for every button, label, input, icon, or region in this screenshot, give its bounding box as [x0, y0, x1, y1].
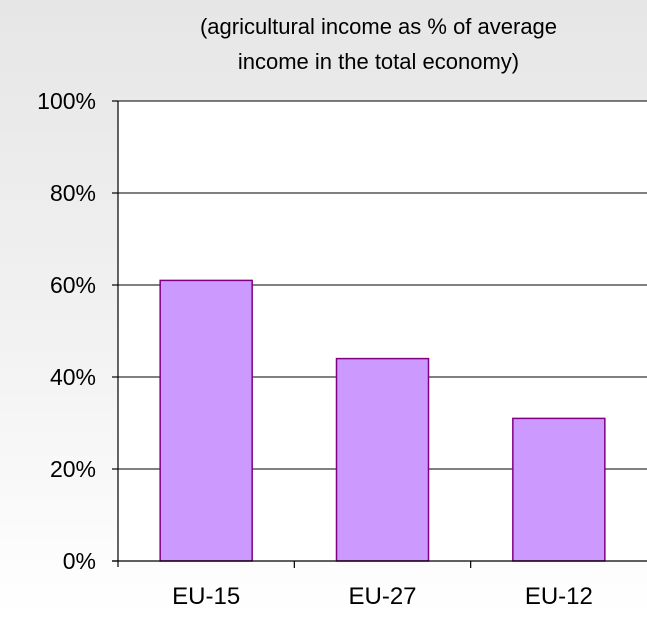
y-tick-label: 0% [63, 548, 96, 574]
bar-eu-27 [335, 357, 430, 562]
x-tick-label: EU-15 [172, 583, 240, 610]
x-tick-label: EU-27 [348, 583, 416, 610]
chart-subtitle-line-1: (agricultural income as % of average [199, 14, 558, 39]
y-tick-label: 60% [50, 272, 96, 298]
y-tick-label: 40% [50, 364, 96, 390]
bar-eu-15 [159, 279, 253, 562]
y-tick-label: 100% [37, 88, 96, 114]
x-tick-label: EU-12 [525, 583, 593, 610]
bar-eu-12 [512, 417, 606, 562]
chart-subtitle-line-2: income in the total economy) [237, 49, 520, 74]
y-tick-label: 20% [50, 456, 96, 482]
y-tick-label: 80% [50, 180, 96, 206]
